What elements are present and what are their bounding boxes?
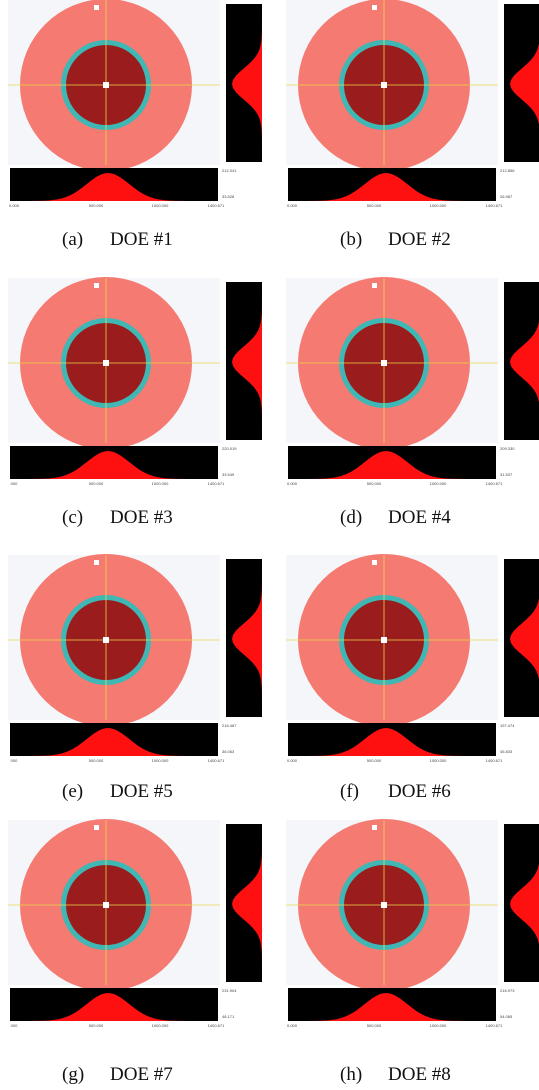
- x-axis-label: 1400.671: [208, 758, 225, 763]
- side-value: 231.904: [222, 988, 237, 993]
- side-value: 36.063: [222, 749, 235, 754]
- x-axis-label: 1000.000: [152, 481, 169, 486]
- x-axis-label: 1000.000: [152, 1023, 169, 1028]
- panel: 000 500.000 1000.000 1400.671 216.487 36.063: [8, 554, 262, 763]
- marker: [381, 360, 387, 366]
- side-value: 26.987: [500, 194, 513, 199]
- marker: [372, 5, 377, 10]
- x-axis-label: 1000.000: [430, 203, 447, 208]
- side-value: 197.474: [500, 723, 515, 728]
- marker: [372, 560, 377, 565]
- x-axis-label: 1000.000: [430, 1023, 447, 1028]
- x-axis-label: 1400.671: [208, 481, 225, 486]
- caption-title: DOE #8: [388, 1064, 451, 1085]
- marker: [103, 637, 109, 643]
- caption-title: DOE #1: [110, 229, 173, 250]
- x-axis-label: 0.000: [287, 203, 298, 208]
- figure: 0.000 500.000 1000.000 1400.671 212.041 33.52…: [0, 0, 539, 1090]
- side-value: 216.487: [222, 723, 237, 728]
- caption-label: (b): [340, 229, 362, 250]
- side-value: 209.330: [500, 446, 515, 451]
- caption-label: (c): [62, 507, 83, 528]
- marker: [381, 637, 387, 643]
- caption-label: (f): [340, 781, 359, 802]
- x-axis-label: 0.000: [287, 758, 298, 763]
- side-value: 45.833: [500, 749, 513, 754]
- caption-title: DOE #7: [110, 1064, 173, 1085]
- caption-label: (h): [340, 1064, 362, 1085]
- x-axis-label: 1400.671: [486, 481, 503, 486]
- x-axis-label: 1000.000: [430, 481, 447, 486]
- x-axis-label: 1400.671: [208, 1023, 225, 1028]
- side-value: 220.019: [222, 446, 237, 451]
- side-value: 33.528: [222, 194, 235, 199]
- marker: [103, 82, 109, 88]
- panel: 0.000 500.000 1000.000 1400.671 216.973 54.06…: [286, 819, 539, 1028]
- x-axis-label: 0.000: [9, 203, 20, 208]
- caption-title: DOE #3: [110, 507, 173, 528]
- x-axis-label: 000: [11, 758, 18, 763]
- side-value: 216.973: [500, 988, 515, 993]
- x-axis-label: 1400.671: [486, 1023, 503, 1028]
- caption-title: DOE #4: [388, 507, 451, 528]
- side-value: 48.171: [222, 1014, 235, 1019]
- x-axis-label: 500.000: [367, 203, 382, 208]
- panel: 0.000 500.000 1000.000 1400.671 212.041 33.52…: [8, 0, 262, 208]
- caption-label: (g): [62, 1064, 84, 1085]
- marker: [381, 902, 387, 908]
- panel: 0.000 500.000 1000.000 1400.671 197.474 45.83…: [286, 554, 539, 763]
- x-axis-label: 000: [11, 481, 18, 486]
- x-axis-label: 500.000: [89, 203, 104, 208]
- caption-label: (a): [62, 229, 83, 250]
- x-axis-label: 1400.671: [208, 203, 225, 208]
- marker: [94, 5, 99, 10]
- caption-title: DOE #2: [388, 229, 451, 250]
- x-axis-label: 1000.000: [152, 203, 169, 208]
- x-axis-label: 500.000: [89, 481, 104, 486]
- caption-title: DOE #5: [110, 781, 173, 802]
- side-value: 212.856: [500, 168, 515, 173]
- marker: [372, 283, 377, 288]
- marker: [103, 360, 109, 366]
- x-axis-label: 000: [11, 1023, 18, 1028]
- panel: 000 500.000 1000.000 1400.671 220.019 33.549: [8, 277, 262, 486]
- caption-label: (e): [62, 781, 83, 802]
- side-value: 31.537: [500, 472, 513, 477]
- x-axis-label: 1000.000: [152, 758, 169, 763]
- side-value: 33.549: [222, 472, 235, 477]
- x-axis-label: 0.000: [287, 1023, 298, 1028]
- marker: [381, 82, 387, 88]
- x-axis-label: 0.000: [287, 481, 298, 486]
- caption-title: DOE #6: [388, 781, 451, 802]
- x-axis-label: 500.000: [89, 1023, 104, 1028]
- panel: 000 500.000 1000.000 1400.671 231.904 48.171: [8, 819, 262, 1028]
- side-value: 54.065: [500, 1014, 513, 1019]
- caption-label: (d): [340, 507, 362, 528]
- x-axis-label: 500.000: [89, 758, 104, 763]
- x-axis-label: 1400.671: [486, 758, 503, 763]
- side-value: 212.041: [222, 168, 237, 173]
- marker: [94, 825, 99, 830]
- x-axis-label: 500.000: [367, 1023, 382, 1028]
- panel: 0.000 500.000 1000.000 1400.671 209.330 31.53…: [286, 277, 539, 486]
- marker: [372, 825, 377, 830]
- x-axis-label: 1000.000: [430, 758, 447, 763]
- x-axis-label: 1400.671: [486, 203, 503, 208]
- x-axis-label: 500.000: [367, 481, 382, 486]
- panel: 0.000 500.000 1000.000 1400.671 212.856 26.98…: [286, 0, 539, 208]
- x-axis-label: 500.000: [367, 758, 382, 763]
- marker: [103, 902, 109, 908]
- marker: [94, 560, 99, 565]
- marker: [94, 283, 99, 288]
